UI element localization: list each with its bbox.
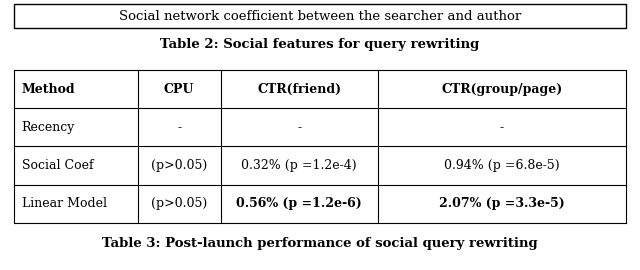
Text: Linear Model: Linear Model [22, 197, 107, 210]
Text: 0.56% (p =1.2e-6): 0.56% (p =1.2e-6) [236, 197, 362, 210]
Text: (p>0.05): (p>0.05) [151, 197, 207, 210]
Text: Social network coefficient between the searcher and author: Social network coefficient between the s… [119, 10, 521, 23]
Text: 0.32% (p =1.2e-4): 0.32% (p =1.2e-4) [241, 159, 357, 172]
Text: Table 3: Post-launch performance of social query rewriting: Table 3: Post-launch performance of soci… [102, 237, 538, 249]
FancyBboxPatch shape [14, 4, 626, 28]
Text: CPU: CPU [164, 83, 195, 96]
Text: 2.07% (p =3.3e-5): 2.07% (p =3.3e-5) [439, 197, 564, 210]
Text: Table 2: Social features for query rewriting: Table 2: Social features for query rewri… [161, 38, 479, 51]
Text: (p>0.05): (p>0.05) [151, 159, 207, 172]
Text: -: - [297, 121, 301, 134]
Text: Method: Method [22, 83, 76, 96]
Text: -: - [500, 121, 504, 134]
Text: 0.94% (p =6.8e-5): 0.94% (p =6.8e-5) [444, 159, 559, 172]
Text: CTR(group/page): CTR(group/page) [441, 83, 563, 96]
Text: CTR(friend): CTR(friend) [257, 83, 341, 96]
Text: Recency: Recency [22, 121, 75, 134]
Text: -: - [177, 121, 181, 134]
Text: Social Coef: Social Coef [22, 159, 93, 172]
